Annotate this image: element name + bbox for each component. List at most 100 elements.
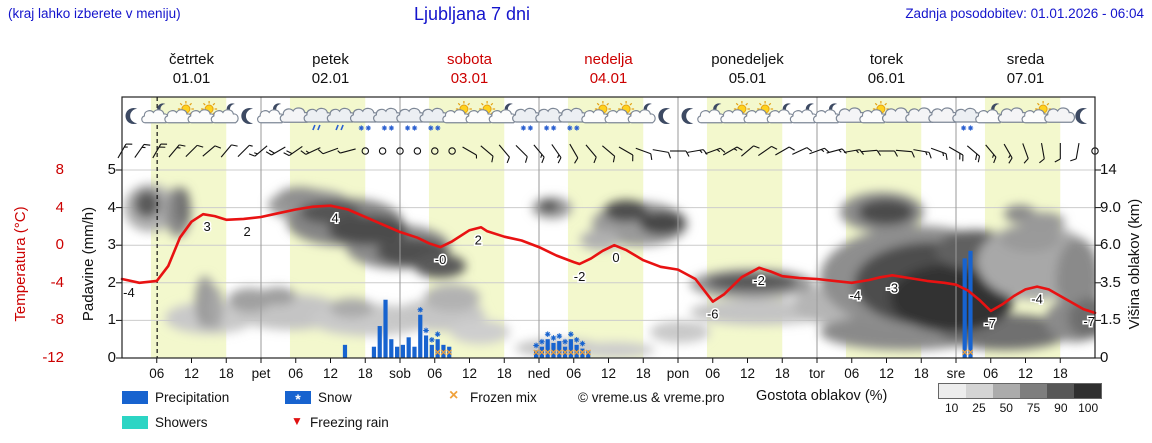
wind-barb bbox=[480, 145, 494, 163]
precip-bar bbox=[383, 299, 388, 358]
cloud-shape bbox=[488, 109, 517, 124]
wind-barb bbox=[1070, 143, 1080, 162]
weather-icon-snow bbox=[419, 107, 449, 131]
cloud-height-tick-label: 3.5 bbox=[1100, 273, 1121, 291]
x-tick-label: 06 bbox=[844, 366, 859, 381]
cloud-density-tick-label: 100 bbox=[1078, 401, 1099, 415]
cloud-height-tick-label: 9.0 bbox=[1100, 198, 1121, 216]
day-header: nedelja 04.01 bbox=[544, 50, 674, 88]
cloud-height-tick-label: 1.5 bbox=[1100, 311, 1121, 329]
snow-star-marker bbox=[428, 125, 434, 131]
cloud-shape bbox=[766, 109, 795, 124]
cloud-blob bbox=[858, 199, 914, 225]
day-date: 03.01 bbox=[450, 70, 489, 87]
x-tick-label: 06 bbox=[427, 366, 442, 381]
cloud-shape bbox=[1044, 107, 1076, 123]
wind-barb bbox=[1003, 143, 1013, 164]
day-name: torek bbox=[869, 51, 904, 68]
cloud-density-tick-label: 25 bbox=[972, 401, 986, 415]
precipitation-legend-label: Precipitation bbox=[155, 390, 230, 405]
precip-bar bbox=[586, 350, 591, 358]
snow-legend-label: Snow bbox=[318, 390, 352, 405]
cloud-blob bbox=[1068, 298, 1095, 338]
day-name: sreda bbox=[1006, 51, 1045, 68]
wind-barb bbox=[687, 149, 708, 155]
x-tick-label: 12 bbox=[601, 366, 616, 381]
precip-bar bbox=[534, 350, 539, 358]
precip-bar bbox=[551, 342, 556, 358]
precip-bar bbox=[968, 250, 973, 358]
day-name: ponedeljek bbox=[711, 51, 784, 68]
snow-swatch: * bbox=[285, 391, 311, 407]
frozen-mix-marker: × bbox=[579, 347, 585, 359]
day-date: 07.01 bbox=[1006, 70, 1045, 87]
weather-icon-rain bbox=[326, 107, 357, 131]
plot-frame bbox=[121, 96, 1096, 359]
day-header: torek 06.01 bbox=[822, 50, 952, 88]
snow-star-marker bbox=[527, 125, 534, 131]
day-date: 04.01 bbox=[589, 70, 628, 87]
frozen-mix-marker: × bbox=[539, 347, 545, 359]
temperature-labels: -4 3 2 4 -0 2 -2 0 -6 -2 -4 -3 -7 -4 -7 bbox=[122, 209, 1097, 332]
x-tick-label: sob bbox=[389, 366, 411, 381]
weather-icon-pmoon bbox=[210, 103, 239, 124]
cloud-density-tick-label: 75 bbox=[1026, 401, 1041, 415]
precip-tick-label: 1 bbox=[107, 311, 116, 329]
y-axis-ticks bbox=[116, 169, 1101, 359]
snow-star-marker bbox=[405, 125, 411, 131]
wind-barb bbox=[741, 145, 760, 157]
x-tick-label: 12 bbox=[1018, 366, 1033, 381]
precip-bar bbox=[962, 258, 967, 358]
showers-swatch bbox=[122, 416, 148, 429]
precip-bar bbox=[539, 346, 544, 358]
x-tick-label: 18 bbox=[219, 366, 234, 381]
wind-barb bbox=[551, 144, 562, 164]
day-name: četrtek bbox=[168, 51, 214, 68]
precip-bar bbox=[441, 344, 446, 358]
temperature-label: 2 bbox=[475, 232, 482, 247]
precip-bar bbox=[429, 344, 434, 358]
frozen-mix-marker: × bbox=[568, 347, 574, 359]
cloud-blob bbox=[575, 342, 655, 358]
snow-star-marker bbox=[381, 125, 387, 131]
cloud-density-tick-label: 10 bbox=[944, 401, 959, 415]
snow-star-marker bbox=[417, 306, 424, 313]
freezing-rain-icon: ▼ bbox=[291, 414, 303, 428]
wind-barb bbox=[462, 146, 478, 159]
frozen-mix-marker: × bbox=[550, 347, 556, 359]
snow-star-marker bbox=[543, 125, 550, 131]
snow-star-marker bbox=[412, 125, 418, 131]
weather-icon-moon bbox=[1075, 107, 1088, 125]
precip-bar bbox=[342, 344, 348, 358]
cloud-height-tick-label: 0 bbox=[1100, 349, 1109, 366]
weather-icon-pmoon bbox=[697, 103, 726, 124]
snow-star-marker bbox=[429, 337, 435, 343]
precip-bar bbox=[395, 346, 400, 358]
x-tick-label: 12 bbox=[184, 366, 199, 381]
wind-barb bbox=[775, 146, 795, 156]
snow-star-marker bbox=[556, 333, 563, 339]
precip-bar bbox=[400, 344, 405, 358]
calm-wind-icon bbox=[413, 147, 422, 155]
snow-star-marker bbox=[568, 331, 574, 337]
temperature-label: 3 bbox=[204, 219, 211, 234]
cloud-blob bbox=[424, 284, 480, 312]
cloud-density-gradient-cell bbox=[939, 384, 966, 398]
weather-icon-psun bbox=[442, 101, 472, 124]
snow-star-marker bbox=[435, 125, 441, 131]
cloud-blob bbox=[134, 190, 160, 218]
temperature-label: -6 bbox=[707, 307, 719, 322]
wind-barb bbox=[948, 146, 964, 162]
x-tick-label: 06 bbox=[566, 366, 581, 381]
day-header: ponedeljek 05.01 bbox=[683, 50, 813, 88]
temp-tick-label: 0 bbox=[55, 236, 64, 254]
x-tick-label: 12 bbox=[879, 366, 894, 381]
snow-star-marker bbox=[579, 340, 586, 347]
rain-drops-shape bbox=[335, 124, 344, 131]
weather-icon-psun bbox=[1021, 101, 1052, 124]
weather-icon-pmoon bbox=[627, 103, 656, 124]
moon-shape bbox=[1075, 107, 1088, 125]
cloud-shape bbox=[627, 109, 656, 124]
temp-tick-label: -12 bbox=[42, 349, 64, 366]
